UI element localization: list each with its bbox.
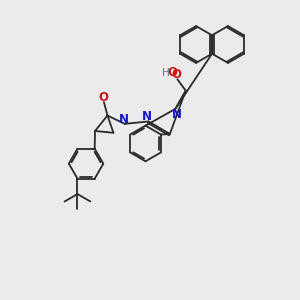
Text: H: H (162, 68, 170, 78)
Text: O: O (167, 66, 177, 79)
Text: N: N (172, 108, 182, 121)
Text: O: O (171, 68, 181, 81)
Text: N: N (142, 110, 152, 123)
Text: N: N (118, 112, 128, 126)
Text: O: O (99, 91, 109, 104)
